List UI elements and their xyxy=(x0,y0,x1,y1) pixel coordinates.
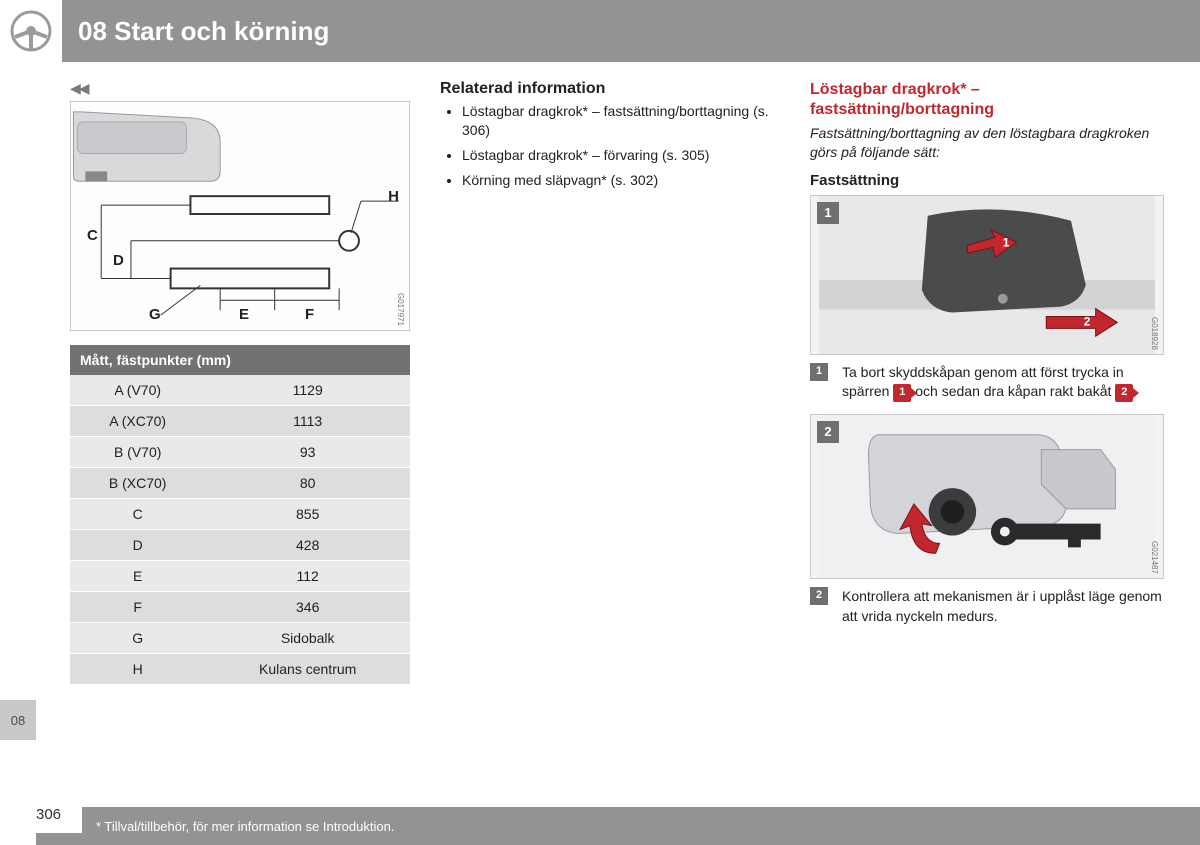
diagram-label-h: H xyxy=(388,188,399,205)
table-cell: 346 xyxy=(205,592,410,623)
table-cell: A (XC70) xyxy=(70,406,205,437)
step1-image: 1 1 2 G018928 xyxy=(810,195,1164,355)
dimensions-table: Mått, fästpunkter (mm) A (V70)1129A (XC7… xyxy=(70,345,410,685)
chapter-tab: 08 xyxy=(0,700,36,740)
page-title: 08 Start och körning xyxy=(78,16,329,47)
table-cell: A (V70) xyxy=(70,375,205,406)
table-cell: 112 xyxy=(205,561,410,592)
table-row: E112 xyxy=(70,561,410,592)
column-right: Löstagbar dragkrok* – fastsättning/bortt… xyxy=(810,80,1164,685)
column-middle: Relaterad information Löstagbar dragkrok… xyxy=(440,80,780,685)
section-title: Löstagbar dragkrok* – fastsättning/bortt… xyxy=(810,80,1164,120)
svg-text:1: 1 xyxy=(1003,235,1010,249)
steering-wheel-icon xyxy=(9,9,53,53)
page-footer: * Tillval/tillbehör, för mer information… xyxy=(36,807,1200,845)
continued-marker: ◀◀ xyxy=(70,80,410,97)
section-intro: Fastsättning/borttagning av den löstagba… xyxy=(810,124,1164,162)
related-info-list: Löstagbar dragkrok* – fastsättning/bortt… xyxy=(440,102,780,190)
table-cell: 428 xyxy=(205,530,410,561)
table-cell: B (XC70) xyxy=(70,468,205,499)
related-info-title: Relaterad information xyxy=(440,80,780,98)
step2-image: 2 G021487 xyxy=(810,414,1164,579)
diagram-label-f: F xyxy=(305,306,314,323)
table-row: HKulans centrum xyxy=(70,654,410,685)
table-cell: 93 xyxy=(205,437,410,468)
table-cell: Sidobalk xyxy=(205,623,410,654)
step1-description: Ta bort skyddskåpan genom att först tryc… xyxy=(842,363,1164,402)
table-cell: F xyxy=(70,592,205,623)
table-row: A (XC70)1113 xyxy=(70,406,410,437)
table-row: B (XC70)80 xyxy=(70,468,410,499)
related-info-item: Körning med släpvagn* (s. 302) xyxy=(462,171,780,190)
step2-badge: 2 xyxy=(817,421,839,443)
diagram-label-e: E xyxy=(239,306,249,323)
table-cell: 1129 xyxy=(205,375,410,406)
subsection-title: Fastsättning xyxy=(810,172,1164,189)
table-row: B (V70)93 xyxy=(70,437,410,468)
table-cell: D xyxy=(70,530,205,561)
page-header: 08 Start och körning xyxy=(0,0,1200,62)
step1-number-icon: 1 xyxy=(810,363,828,381)
photo2-ref-code: G021487 xyxy=(1150,541,1159,574)
inline-marker-2: 2 xyxy=(1115,384,1133,402)
page-number: 306 xyxy=(36,795,82,833)
table-cell: B (V70) xyxy=(70,437,205,468)
step2-text: 2 Kontrollera att mekanismen är i upplås… xyxy=(810,587,1164,626)
table-cell: 855 xyxy=(205,499,410,530)
table-row: GSidobalk xyxy=(70,623,410,654)
table-cell: E xyxy=(70,561,205,592)
table-row: C855 xyxy=(70,499,410,530)
table-cell: 80 xyxy=(205,468,410,499)
step2-number-icon: 2 xyxy=(810,587,828,605)
page-content: ◀◀ xyxy=(0,62,1200,685)
column-left: ◀◀ xyxy=(70,80,410,685)
diagram-ref-code: G017971 xyxy=(396,293,405,326)
header-icon-container xyxy=(0,0,62,62)
towbar-dimension-diagram: C D G E F H G017971 xyxy=(70,101,410,331)
table-cell: H xyxy=(70,654,205,685)
related-info-item: Löstagbar dragkrok* – fastsättning/bortt… xyxy=(462,102,780,140)
svg-text:2: 2 xyxy=(1084,314,1091,328)
table-cell: C xyxy=(70,499,205,530)
step2-description: Kontrollera att mekanismen är i upplåst … xyxy=(842,587,1164,626)
footer-note: * Tillval/tillbehör, för mer information… xyxy=(36,819,394,834)
table-row: A (V70)1129 xyxy=(70,375,410,406)
table-row: D428 xyxy=(70,530,410,561)
table-cell: Kulans centrum xyxy=(205,654,410,685)
diagram-label-d: D xyxy=(113,252,124,269)
table-header: Mått, fästpunkter (mm) xyxy=(70,345,410,375)
table-cell: 1113 xyxy=(205,406,410,437)
table-cell: G xyxy=(70,623,205,654)
diagram-label-g: G xyxy=(149,306,161,323)
step1-badge: 1 xyxy=(817,202,839,224)
related-info-item: Löstagbar dragkrok* – förvaring (s. 305) xyxy=(462,146,780,165)
table-row: F346 xyxy=(70,592,410,623)
diagram-label-c: C xyxy=(87,227,98,244)
photo1-ref-code: G018928 xyxy=(1150,317,1159,350)
step1-text: 1 Ta bort skyddskåpan genom att först tr… xyxy=(810,363,1164,402)
inline-marker-1: 1 xyxy=(893,384,911,402)
